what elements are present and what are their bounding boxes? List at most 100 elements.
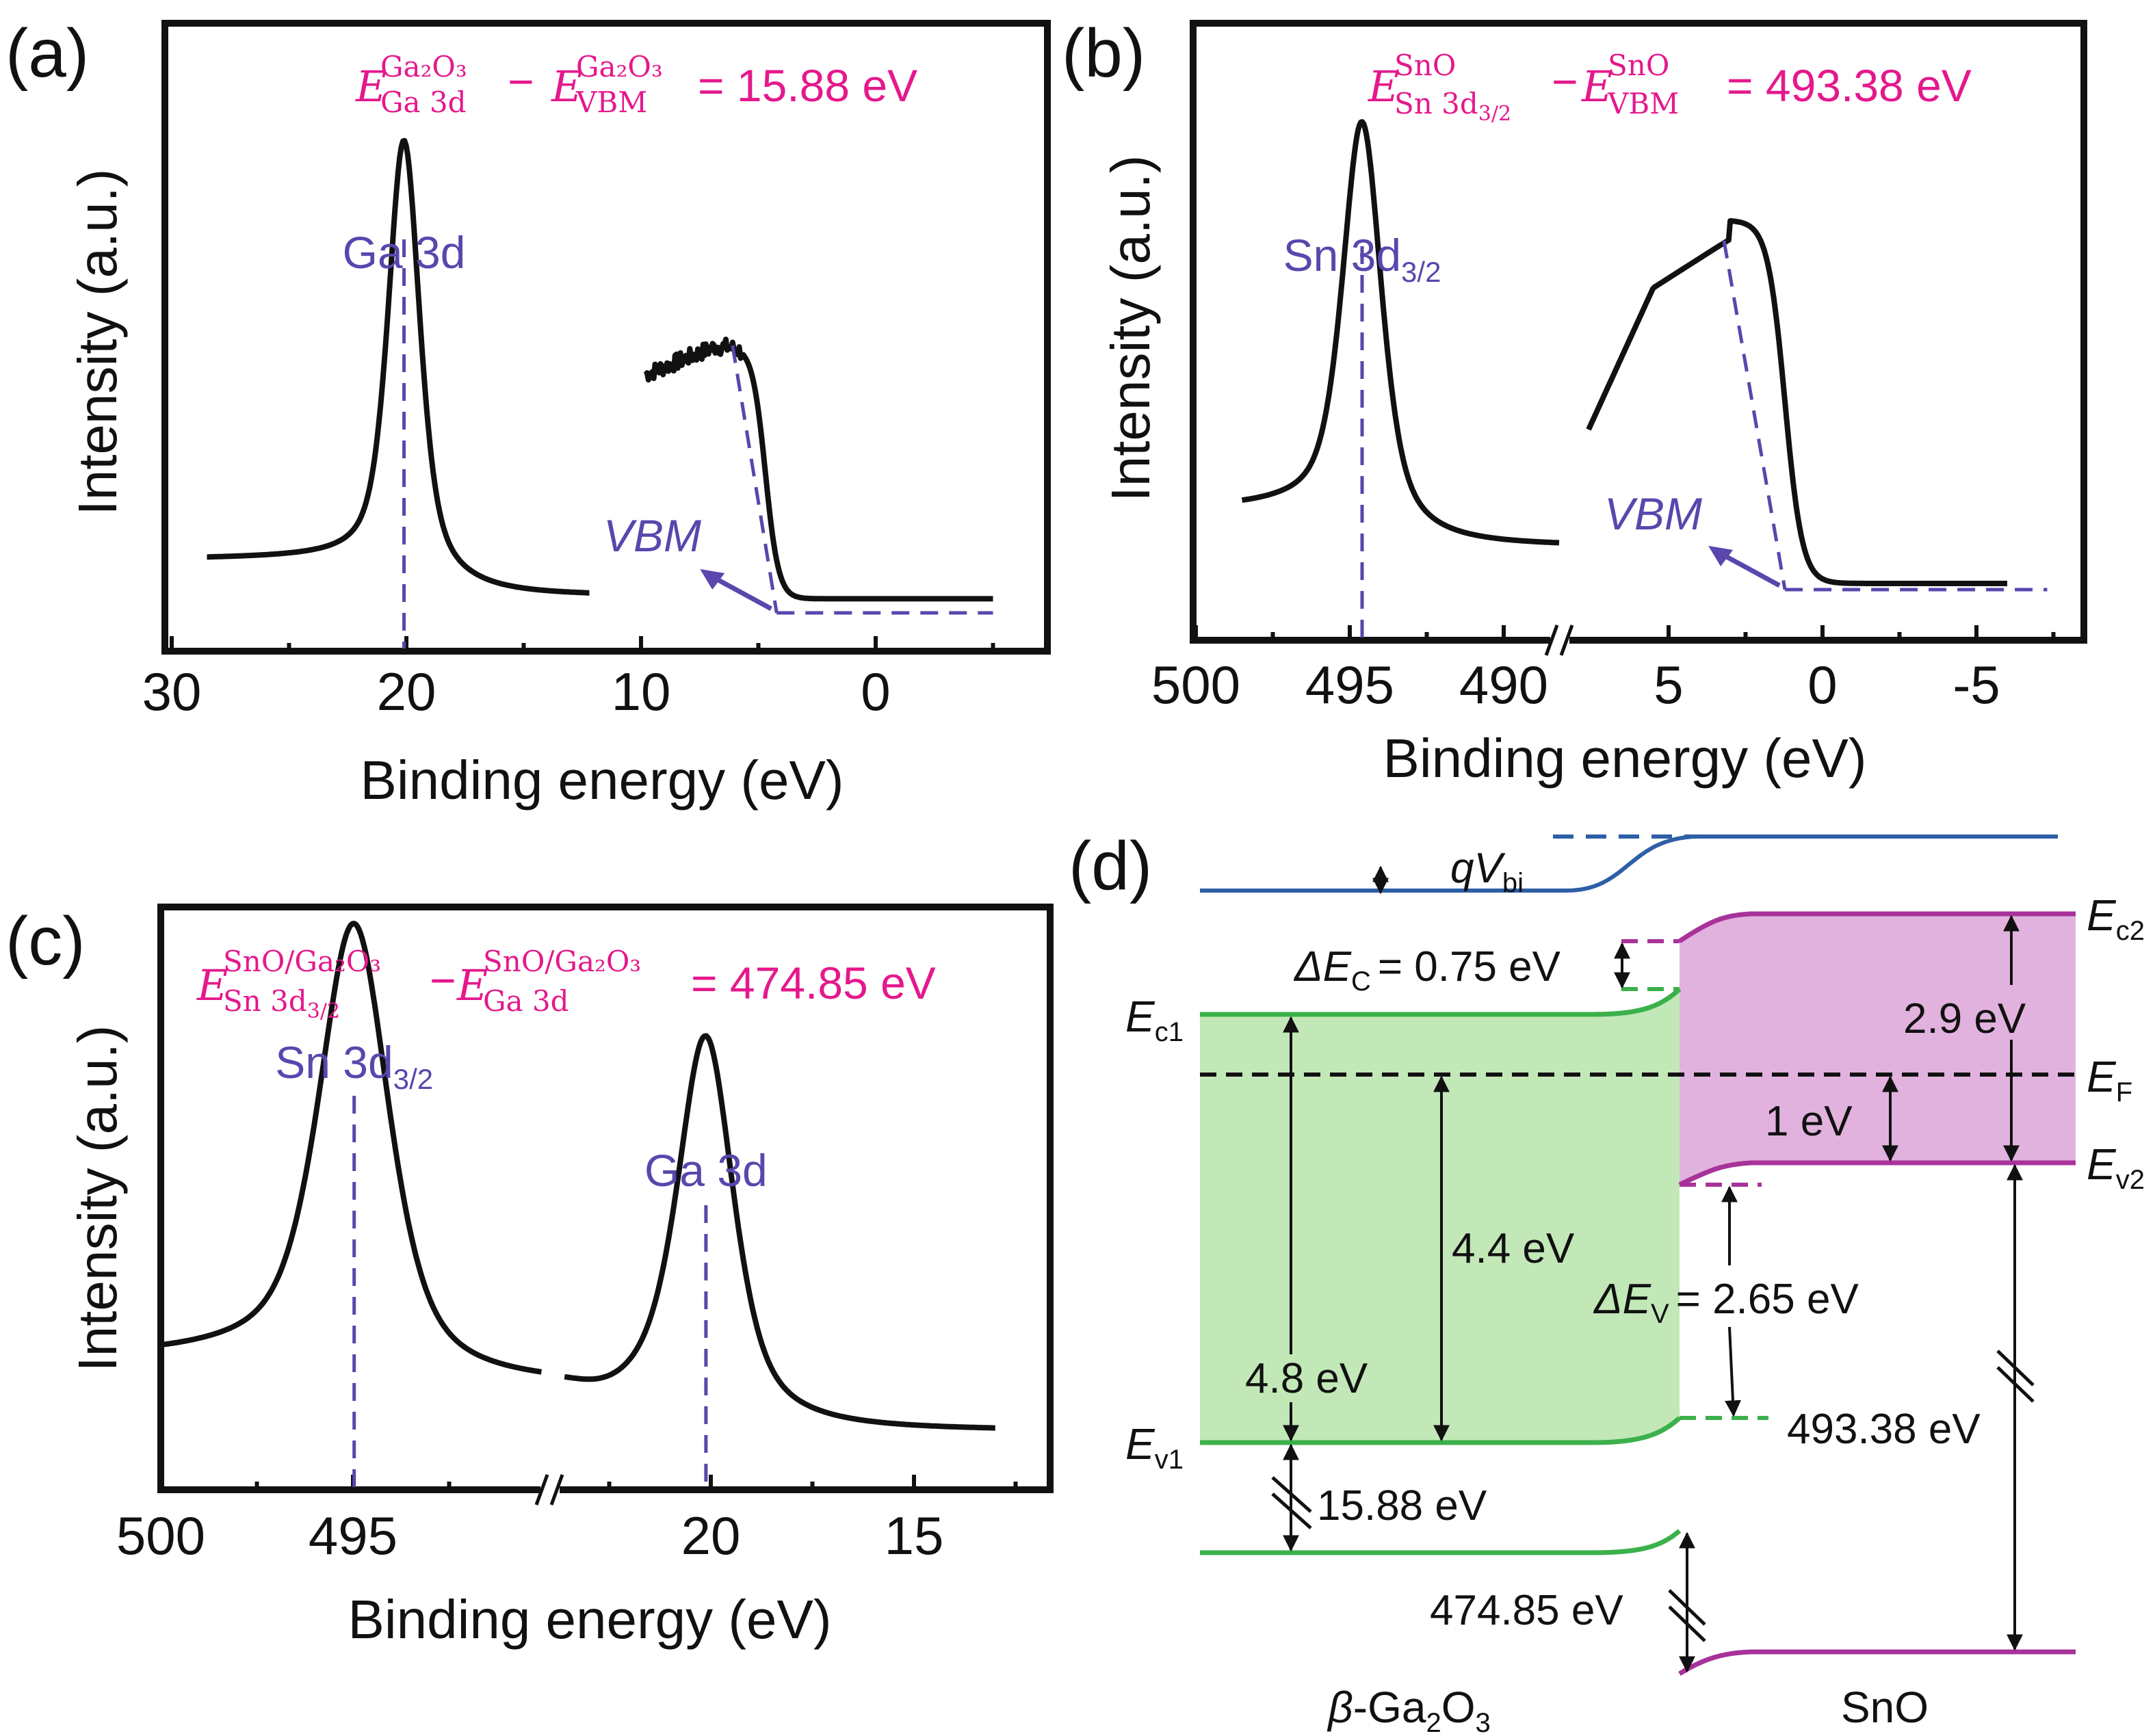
- axis-break-marks: [1271, 1350, 2035, 1642]
- anno-c-E2: E: [456, 960, 488, 1010]
- anno-b-E1-sub: Sn 3d3/2: [1394, 87, 1511, 126]
- ga2o3-fill-mask-bottom: [1594, 1418, 1680, 1443]
- panel-label-b: (b): [1062, 15, 1145, 92]
- axis-break-mark: [1544, 624, 1559, 656]
- break-core2-a: [1996, 1350, 2035, 1386]
- material-label-sno: SnO: [1841, 1683, 1929, 1732]
- delta-ec-label: ΔEC = 0.75 eV: [1293, 943, 1561, 997]
- vacuum-level-line: [1200, 834, 2058, 893]
- peak-label: Ga 3d: [644, 1145, 768, 1196]
- axis-break-mark: [534, 1474, 549, 1505]
- break-core1-b: [1271, 1492, 1312, 1529]
- y-axis-label-c: Intensity (a.u.): [67, 1025, 128, 1372]
- x-axis-label-b: Binding energy (eV): [1383, 728, 1866, 789]
- spectra-b: Sn 3d3/2 VBM: [1240, 119, 2048, 637]
- vbm-arrowhead: [700, 569, 725, 590]
- ev2-label: Ev2: [2087, 1140, 2145, 1195]
- spectrum-line-vb: [1586, 218, 2009, 586]
- x-tick-label: 495: [1305, 655, 1394, 715]
- vbm-label: VBM: [603, 510, 701, 561]
- material-label-ga2o3: β-Ga2O3: [1327, 1683, 1491, 1736]
- x-tick-label: 500: [116, 1505, 205, 1566]
- peak-label: Ga 3d: [343, 227, 466, 278]
- x-tick-label: 0: [1807, 655, 1837, 715]
- spectrum-line-sn3d: [159, 921, 543, 1375]
- break-interface-a: [1668, 1589, 1706, 1626]
- spectrum-line-ga3d: [563, 1033, 997, 1431]
- ga2o3-ec1-line: [1200, 987, 1682, 1017]
- annotation-c: E SnO/Ga₂O₃ Sn 3d3/2 − E SnO/Ga₂O₃ Ga 3d…: [196, 945, 936, 1023]
- axis-break-mark: [549, 1474, 564, 1505]
- eg2-label: 2.9 eV: [1903, 995, 2026, 1042]
- x-tick-label: 30: [142, 661, 202, 722]
- anno-c-minus: −: [430, 955, 456, 1005]
- ga3d-core-level-line: [1200, 1529, 1682, 1555]
- panel-label-c: (c): [5, 903, 86, 979]
- anno-c-value: = 474.85 eV: [691, 958, 936, 1008]
- break-core1-a: [1271, 1476, 1312, 1513]
- axis-break-mark: [1559, 624, 1574, 656]
- delta-ev-arrow-down: [1725, 1326, 1741, 1417]
- annotation-b: E SnO Sn 3d3/2 − E SnO VBM = 493.38 eV: [1368, 49, 1972, 126]
- anno-b-E1-sup: SnO: [1394, 49, 1456, 82]
- x-ticks-a: 30 20 10 0: [142, 636, 995, 722]
- anno-a-E2-sub: VBM: [575, 86, 647, 119]
- annotation-a: E Ga₂O₃ Ga 3d − E Ga₂O₃ VBM = 15.88 eV: [355, 50, 917, 119]
- x-tick-label: 0: [861, 661, 890, 722]
- peak-label: Sn 3d3/2: [275, 1037, 433, 1095]
- ga2o3-ev1-line: [1200, 1416, 1682, 1445]
- sno-bandgap-fill: [1680, 914, 2076, 1163]
- anno-a-E2: E: [551, 62, 582, 111]
- panel-label-d: (d): [1069, 828, 1152, 904]
- spectra-a: Ga 3d VBM: [205, 137, 995, 648]
- panel-b-sno-xps: (b) 500 495 490 5 0 -5 Binding energy (eV) In…: [1062, 15, 2087, 789]
- eg1-label: 4.8 eV: [1245, 1355, 1368, 1402]
- anno-a-E1: E: [355, 62, 387, 111]
- plot-frame-c: [157, 904, 1054, 1493]
- anno-b-value: = 493.38 eV: [1727, 60, 1972, 111]
- vbm-leading-edge-fit: [731, 345, 779, 614]
- panel-c-interface-xps: (c) 500 495 20 15 Binding energy (eV) Inten…: [5, 903, 1054, 1650]
- ef-ev2-label: 1 eV: [1765, 1098, 1853, 1145]
- sno-ec2-line: [1678, 911, 2076, 943]
- anno-c-E2-sub: Ga 3d: [483, 984, 569, 1018]
- core-interface-label: 474.85 eV: [1430, 1587, 1623, 1634]
- anno-b-E1: E: [1368, 62, 1399, 111]
- core1-label: 15.88 eV: [1317, 1482, 1487, 1529]
- x-tick-label: 15: [885, 1505, 944, 1566]
- x-tick-label: 500: [1151, 655, 1240, 715]
- x-tick-label: 10: [612, 661, 671, 722]
- x-ticks-c: 500 495 20 15: [116, 1474, 1018, 1566]
- spectra-c: Sn 3d3/2 Ga 3d: [159, 921, 997, 1487]
- x-tick-label: 20: [681, 1505, 741, 1566]
- ec2-label: Ec2: [2087, 891, 2145, 946]
- anno-b-minus: −: [1552, 56, 1578, 107]
- anno-a-E1-sub: Ga 3d: [380, 86, 467, 119]
- x-tick-label: -5: [1952, 655, 2000, 715]
- y-axis-label-a: Intensity (a.u.): [67, 169, 128, 516]
- ef-ev1-label: 4.4 eV: [1452, 1225, 1575, 1272]
- anno-a-E1-sup: Ga₂O₃: [380, 50, 467, 83]
- anno-a-E2-sup: Ga₂O₃: [576, 50, 663, 83]
- qvbi-label: qVbi: [1450, 845, 1524, 898]
- core2-label: 493.38 eV: [1787, 1406, 1981, 1453]
- x-tick-label: 20: [377, 661, 436, 722]
- sn3d-core-level-line: [1678, 1649, 2076, 1676]
- y-axis-label-b: Intensity (a.u.): [1100, 155, 1161, 502]
- panel-d-band-diagram: (d): [1069, 828, 2145, 1736]
- vbm-arrowhead: [1708, 546, 1734, 566]
- anno-b-E2-sub: VBM: [1607, 87, 1679, 120]
- anno-a-value: = 15.88 eV: [698, 60, 917, 111]
- x-tick-label: 490: [1459, 655, 1548, 715]
- spectrum-line-sn3d: [1240, 119, 1561, 546]
- sno-fill-mask-top: [1680, 914, 1751, 941]
- ga2o3-fill-top-curve: [1594, 989, 1680, 1014]
- x-axis-label-a: Binding energy (eV): [360, 750, 844, 811]
- anno-b-E2-sup: SnO: [1608, 49, 1669, 82]
- anno-a-minus: −: [508, 56, 534, 107]
- x-axis-label-c: Binding energy (eV): [348, 1589, 831, 1650]
- plot-frame-a: [161, 20, 1051, 655]
- break-interface-b: [1668, 1605, 1706, 1642]
- sno-fill-bottom-curve: [1680, 1163, 1751, 1185]
- vbm-label: VBM: [1604, 488, 1702, 539]
